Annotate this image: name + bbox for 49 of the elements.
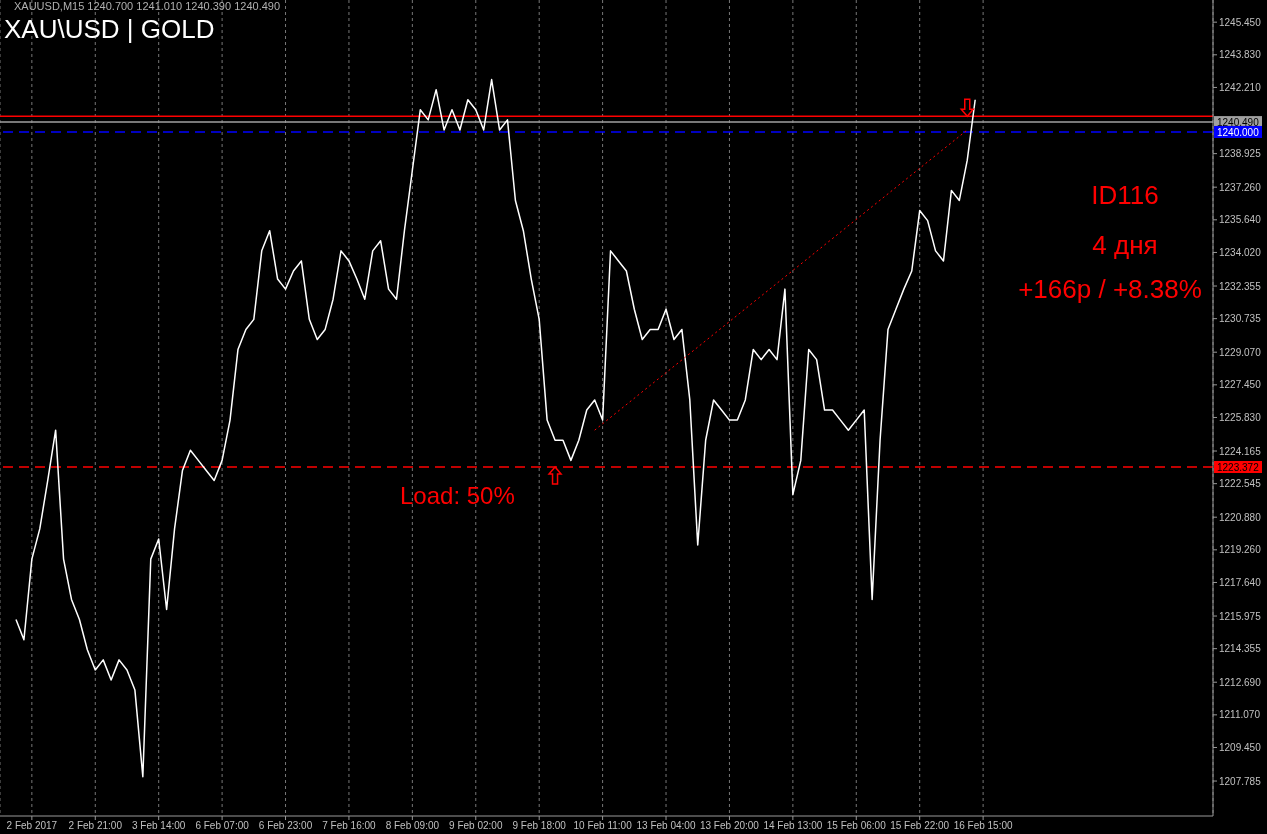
text: XAU\USD | GOLD — [4, 14, 215, 45]
ref-line-label: 1240.000 — [1217, 126, 1260, 138]
annotation: ID116 — [1090, 180, 1160, 211]
y-tick-label: 1232.355 — [1219, 280, 1262, 292]
x-tick-label: 9 Feb 02:00 — [449, 820, 503, 832]
x-tick-label: 16 Feb 15:00 — [953, 820, 1014, 832]
x-tick-label: 7 Feb 16:00 — [322, 820, 377, 832]
y-tick-label: 1225.830 — [1219, 412, 1262, 424]
x-tick-label: 13 Feb 20:00 — [699, 820, 760, 832]
x-tick-label: 2 Feb 21:00 — [68, 820, 123, 832]
y-tick-label: 1224.165 — [1219, 445, 1262, 457]
y-tick-label: 1222.545 — [1219, 478, 1262, 490]
y-tick-label: 1242.210 — [1219, 81, 1262, 93]
y-tick-label: 1219.260 — [1219, 544, 1262, 556]
y-tick-label: 1238.925 — [1219, 148, 1262, 160]
y-tick-label: 1234.020 — [1219, 247, 1262, 259]
y-tick-label: 1235.640 — [1219, 214, 1262, 226]
y-tick-label: 1215.975 — [1219, 610, 1262, 622]
ref-line-label: 1240.490 — [1217, 117, 1260, 129]
y-tick-label: 1243.830 — [1219, 49, 1262, 61]
y-tick-label: 1211.070 — [1219, 709, 1261, 721]
y-tick-label: 1237.260 — [1219, 181, 1262, 193]
y-tick-label: 1229.070 — [1219, 346, 1262, 358]
y-tick-label: 1214.355 — [1219, 643, 1262, 655]
x-tick-label: 10 Feb 11:00 — [573, 820, 633, 832]
annotation: XAUUSD,M15 1240.700 1241.010 1240.390 1240.490 — [14, 0, 281, 12]
annotation: +166р / +8.38% — [1017, 274, 1203, 305]
x-tick-label: 15 Feb 06:00 — [826, 820, 887, 832]
y-tick-label: 1220.880 — [1219, 511, 1262, 523]
y-tick-label: 1245.450 — [1219, 16, 1262, 28]
x-tick-label: 13 Feb 04:00 — [636, 820, 696, 832]
x-tick-label: 14 Feb 13:00 — [763, 820, 823, 832]
ref-line-label: 1223.372 — [1217, 461, 1260, 473]
x-tick-label: 8 Feb 09:00 — [385, 820, 440, 832]
y-tick-label: 1227.450 — [1219, 379, 1262, 391]
annotation: 4 дня — [1091, 230, 1159, 261]
y-tick-label: 1230.735 — [1219, 313, 1262, 325]
x-tick-label: 6 Feb 23:00 — [258, 820, 313, 832]
y-tick-label: 1209.450 — [1219, 742, 1262, 754]
annotation: Load: 50% — [400, 482, 515, 510]
y-tick-label: 1217.640 — [1219, 577, 1262, 589]
x-tick-label: 6 Feb 07:00 — [195, 820, 250, 832]
x-tick-label: 2 Feb 2017 — [6, 820, 58, 832]
line-series — [15, 78, 976, 778]
y-tick-label: 1207.785 — [1219, 775, 1262, 787]
x-tick-label: 3 Feb 14:00 — [132, 820, 186, 832]
x-tick-label: 15 Feb 22:00 — [890, 820, 950, 832]
x-tick-label: 9 Feb 18:00 — [512, 820, 567, 832]
y-tick-label: 1212.690 — [1219, 676, 1262, 688]
